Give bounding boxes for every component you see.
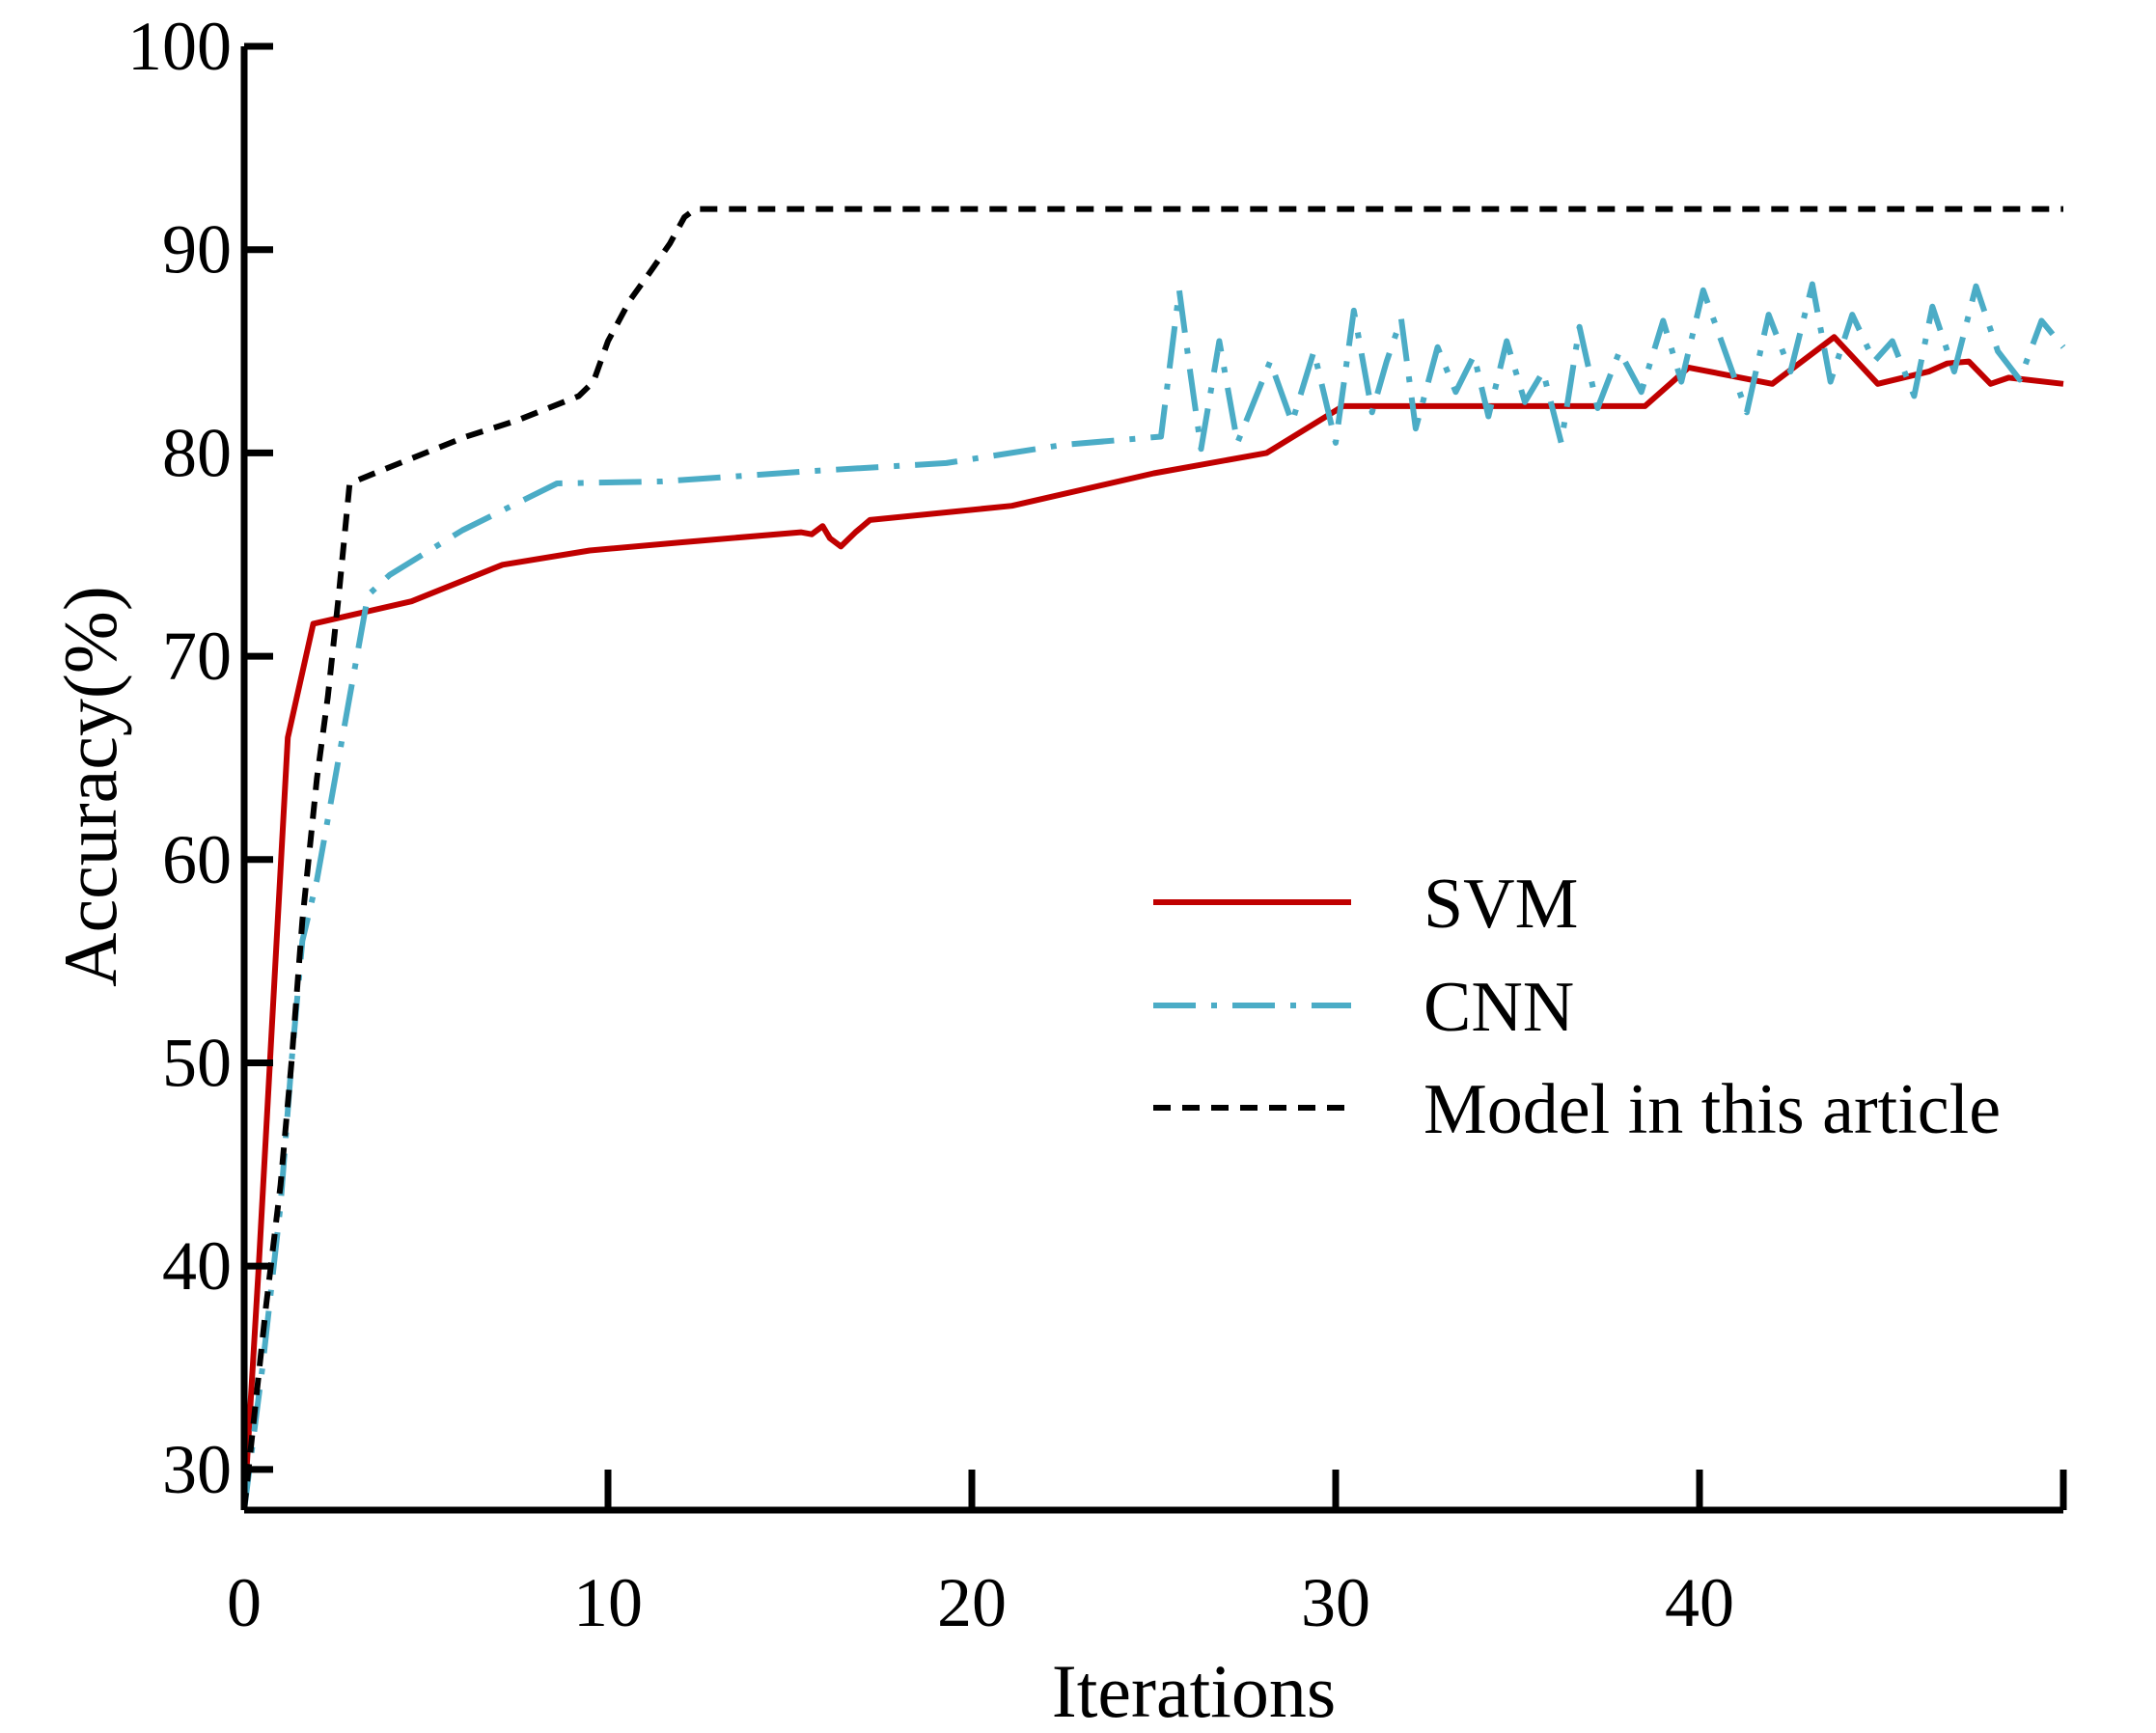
ticks-layer: 0 10 20 30 40 30 40 50 60 70 80 90 100 [127,8,2067,1641]
y-tick-label: 60 [162,821,232,898]
legend-label-2: Model in this article [1424,1070,2001,1149]
y-axis-title: Accuracy(%) [48,586,132,987]
x-tick-label: 40 [1665,1564,1734,1641]
y-tick-label: 90 [162,211,232,289]
series-line-0 [241,334,2064,1511]
axes-layer [240,46,2063,1514]
y-tick-label: 40 [162,1227,232,1305]
x-tick-label: 20 [937,1564,1007,1641]
x-axis-title: Iterations [1052,1649,1337,1733]
x-tick-label: 0 [227,1564,262,1641]
x-tick-label: 30 [1301,1564,1370,1641]
legend-label-1: CNN [1424,968,1574,1047]
legend-label-0: SVM [1424,865,1578,944]
y-tick-label: 70 [162,618,232,695]
legend: SVM CNN Model in this article [1153,865,2001,1149]
y-tick-label: 30 [162,1431,232,1508]
x-tick-label: 10 [573,1564,643,1641]
y-tick-label: 80 [162,414,232,491]
series-line-2 [241,206,2063,1511]
y-tick-label: 50 [162,1024,232,1101]
series-line-1 [241,281,2066,1511]
series-layer [241,206,2066,1511]
y-tick-label: 100 [127,8,232,85]
